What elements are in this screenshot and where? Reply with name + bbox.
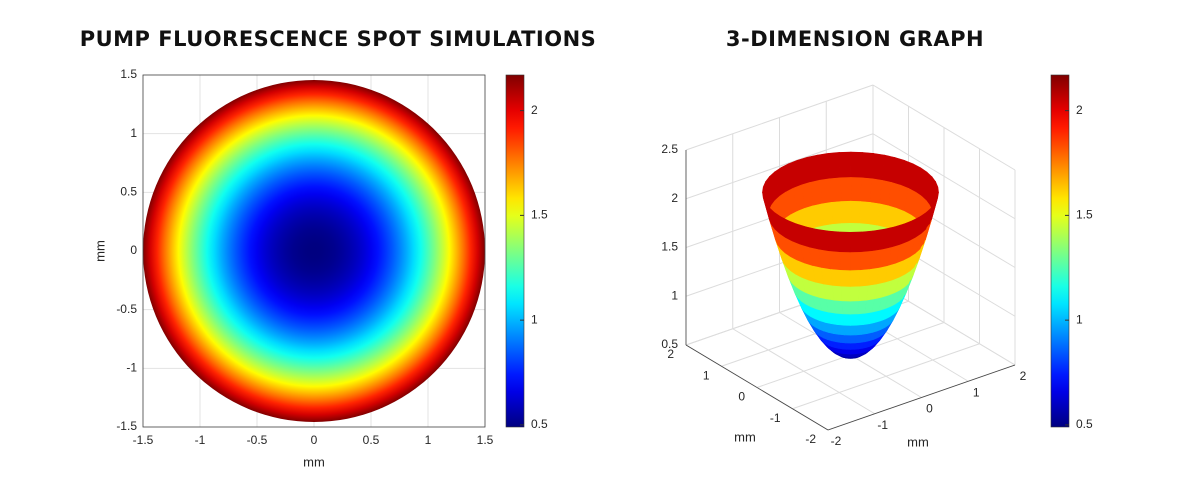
surface-patch — [829, 177, 842, 203]
chart-title: 3-DIMENSION GRAPH — [726, 27, 984, 51]
surface-patch — [858, 268, 871, 287]
surface-patch — [849, 251, 862, 271]
y-tick-label: -2 — [831, 434, 842, 448]
z-tick-label: 0.5 — [661, 337, 678, 351]
surface-patch — [850, 348, 855, 355]
y-tick-label: 1 — [973, 385, 980, 399]
surface-patch — [850, 342, 856, 350]
surface-patch — [835, 312, 845, 326]
y-axis-label: mm — [907, 434, 929, 449]
surface-patch — [839, 177, 852, 202]
x-tick-label: 1 — [425, 433, 432, 447]
z-tick-label: 2 — [671, 191, 678, 205]
x-tick-label: -1.5 — [133, 433, 154, 447]
surface — [762, 151, 939, 359]
surface-patch — [826, 230, 840, 253]
x-tick-label: 0 — [738, 390, 745, 404]
x-tick-label: 1 — [703, 368, 710, 382]
colorbar-tick-label: 0.5 — [531, 417, 548, 431]
z-tick-label: 1 — [671, 288, 678, 302]
grid-line — [872, 133, 1016, 220]
y-axis-label: mm — [92, 240, 107, 262]
surface-patch — [849, 231, 862, 253]
surface-patch — [844, 334, 851, 344]
x-tick-label: -1 — [770, 411, 781, 425]
y-tick-label: -1 — [877, 418, 888, 432]
surface-patch — [839, 251, 851, 271]
colorbar-tick-label: 2 — [531, 103, 538, 117]
y-tick-label: 0.5 — [120, 185, 137, 199]
surface-patch — [842, 313, 851, 326]
surface-patch — [850, 353, 855, 358]
surface-patch — [850, 200, 862, 224]
surface-patch — [839, 151, 852, 179]
surface-patch — [858, 284, 869, 302]
y-tick-label: 1.5 — [120, 67, 137, 81]
z-tick-label: 1.5 — [661, 240, 678, 254]
surface-patch — [857, 299, 867, 315]
surface-patch — [870, 228, 885, 252]
axes-box — [142, 74, 486, 428]
axis-line — [685, 344, 829, 431]
x-tick-label: 1.5 — [477, 433, 494, 447]
surface-patch — [861, 152, 875, 180]
x-tick-label: 2 — [667, 347, 674, 361]
colorbar-tick-label: 1.5 — [1076, 208, 1093, 222]
surface-patch — [849, 285, 860, 302]
chart-title: PUMP FLUORESCENCE SPOT SIMULATIONS — [80, 27, 597, 51]
z-tick-label: 2.5 — [661, 142, 678, 156]
surface-patch — [849, 334, 857, 344]
heatmap-spot — [143, 80, 485, 422]
x-axis-label: mm — [734, 429, 756, 444]
colorbar-tick-label: 1 — [1076, 312, 1083, 326]
grid-line — [872, 84, 1016, 171]
surface-patch — [856, 312, 866, 326]
x-axis-label: mm — [303, 454, 325, 469]
surface-patch — [839, 269, 851, 287]
x-tick-label: 0 — [311, 433, 318, 447]
colorbar-tick-label: 1.5 — [531, 208, 548, 222]
surface-patch — [840, 200, 852, 224]
surface-patch — [849, 269, 861, 287]
y-tick-label: -1.5 — [116, 419, 137, 433]
surface-patch — [860, 230, 874, 253]
surface-patch — [830, 268, 842, 287]
y-tick-label: -0.5 — [116, 302, 137, 316]
y-tick-label: 0 — [926, 402, 933, 416]
x-tick-label: -2 — [805, 432, 816, 446]
surface-patch — [831, 284, 843, 302]
surface-patch — [833, 299, 844, 315]
surface-patch — [840, 285, 851, 302]
surface-patch — [838, 231, 851, 253]
colorbar — [505, 74, 525, 428]
y-tick-label: 0 — [130, 243, 137, 257]
colorbar — [1050, 74, 1070, 428]
surface-patch — [841, 300, 851, 315]
surface-patch — [849, 300, 859, 315]
y-tick-label: -1 — [126, 361, 137, 375]
grid-line — [685, 133, 874, 200]
colorbar-tick-label: 1 — [531, 312, 538, 326]
surface-patch — [849, 324, 858, 336]
x-tick-label: -1 — [195, 433, 206, 447]
axis-line — [827, 364, 1016, 431]
colorbar-tick-label: 2 — [1076, 103, 1083, 117]
surface-patch — [850, 151, 863, 179]
surface-patch — [827, 152, 841, 180]
surface-patch — [850, 177, 862, 202]
colorbar-tick-label: 0.5 — [1076, 417, 1093, 431]
surface-patch — [828, 250, 841, 271]
surface-patch — [849, 313, 858, 326]
y-tick-label: 1 — [130, 126, 137, 140]
grid-line — [732, 328, 876, 415]
surface-patch — [859, 250, 872, 271]
y-tick-label: 2 — [1020, 369, 1027, 383]
x-tick-label: 0.5 — [363, 433, 380, 447]
x-tick-label: -0.5 — [247, 433, 268, 447]
grid-line — [685, 84, 874, 151]
